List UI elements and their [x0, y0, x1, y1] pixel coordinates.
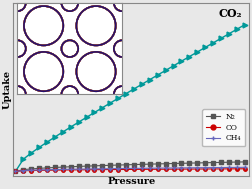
- Legend: N₂, CO, CH₄: N₂, CO, CH₄: [202, 109, 245, 146]
- Y-axis label: Uptake: Uptake: [3, 70, 12, 109]
- X-axis label: Pressure: Pressure: [107, 177, 155, 186]
- Text: CO₂: CO₂: [219, 8, 242, 19]
